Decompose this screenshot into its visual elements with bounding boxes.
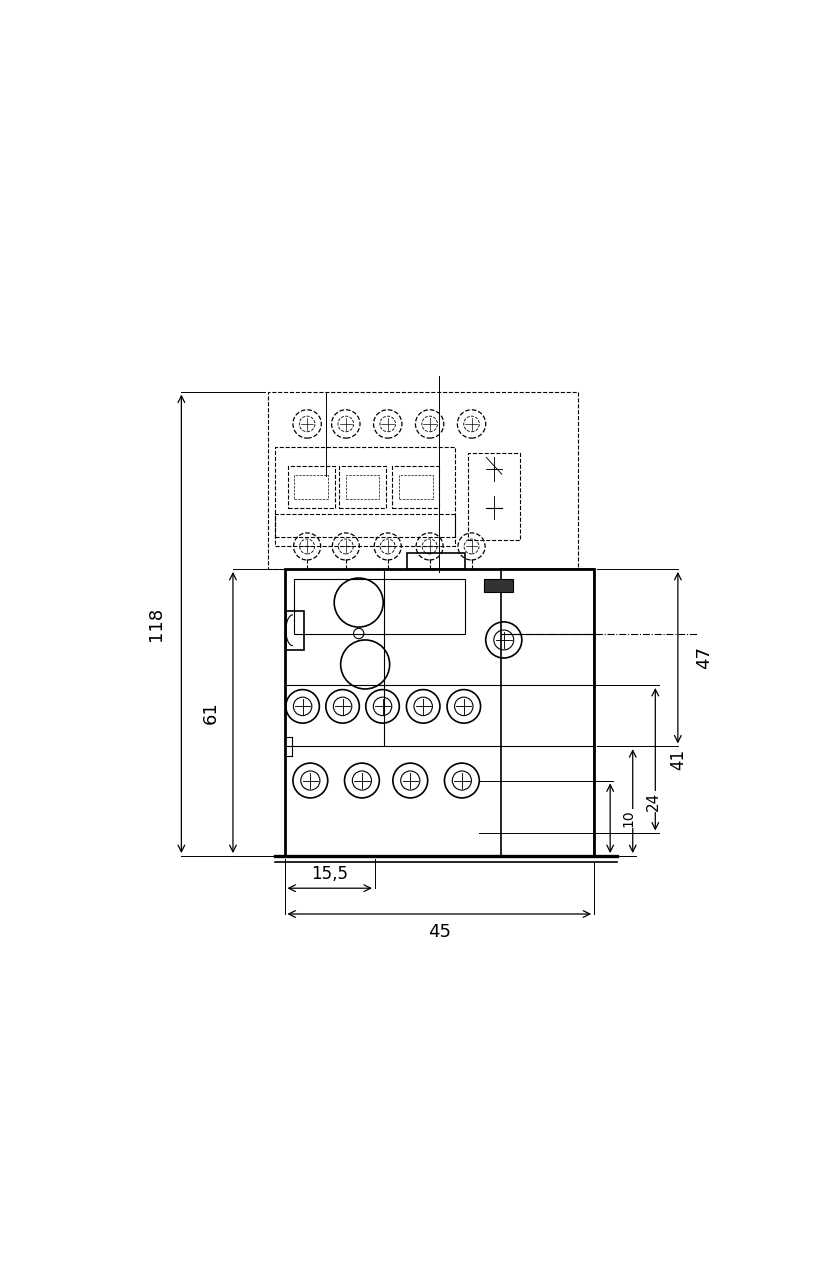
Bar bbox=[286, 611, 304, 650]
Bar bbox=[269, 392, 578, 570]
Text: 118: 118 bbox=[146, 607, 165, 641]
Bar bbox=[295, 475, 328, 499]
Bar bbox=[484, 579, 513, 591]
Bar bbox=[285, 570, 594, 856]
Bar bbox=[275, 515, 455, 547]
Text: 47: 47 bbox=[695, 646, 713, 669]
Bar bbox=[407, 553, 465, 570]
Bar bbox=[399, 475, 433, 499]
Text: 61: 61 bbox=[201, 701, 220, 724]
Text: 41: 41 bbox=[669, 749, 687, 769]
Bar bbox=[392, 466, 439, 508]
Text: 45: 45 bbox=[428, 923, 451, 941]
Bar bbox=[295, 579, 465, 634]
Text: 10: 10 bbox=[622, 809, 635, 827]
Bar bbox=[339, 466, 386, 508]
Bar bbox=[288, 466, 334, 508]
Bar bbox=[346, 475, 379, 499]
Bar bbox=[468, 453, 520, 540]
Bar bbox=[275, 447, 455, 536]
Bar bbox=[501, 570, 594, 856]
Text: 15,5: 15,5 bbox=[311, 865, 348, 883]
Text: 24: 24 bbox=[646, 791, 661, 810]
